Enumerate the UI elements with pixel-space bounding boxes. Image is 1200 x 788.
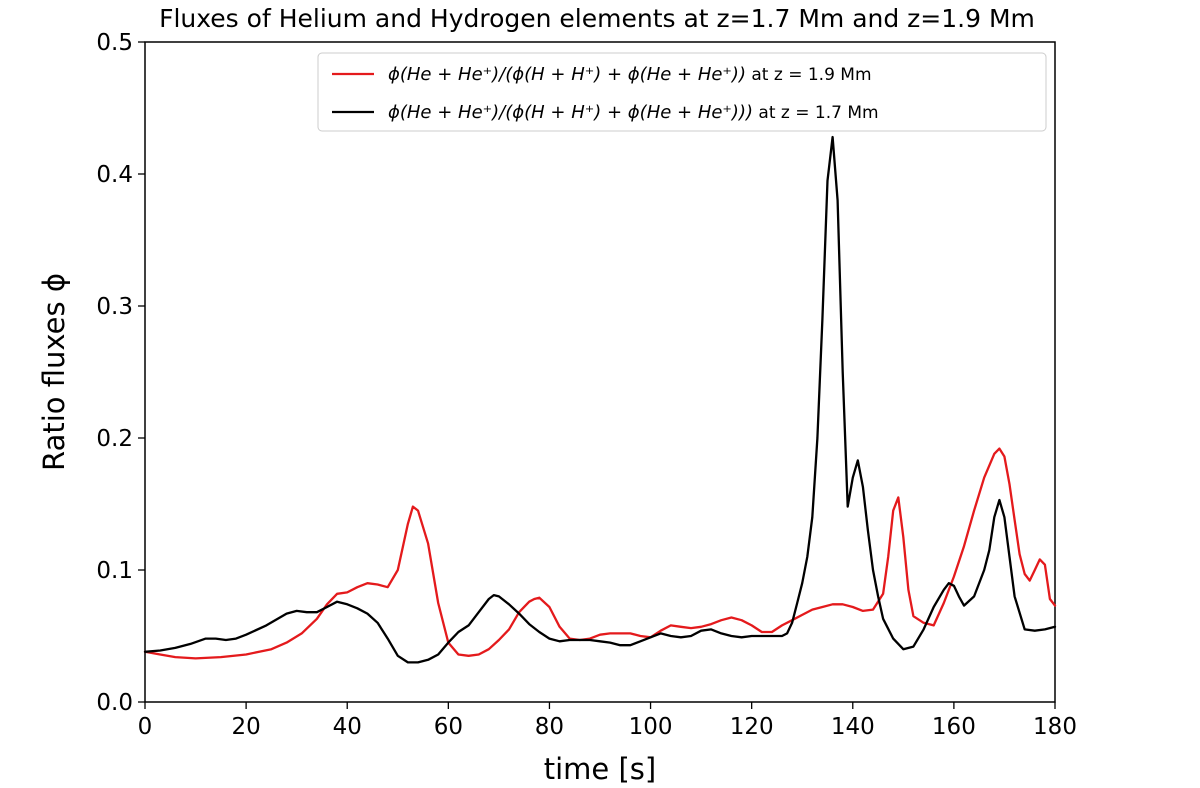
legend-math-1: ϕ(He + He⁺)/(ϕ(H + H⁺) + ϕ(He + He⁺))) xyxy=(388,102,753,123)
x-tick-label: 0 xyxy=(138,714,153,740)
legend-suffix-0: at z = 1.9 Mm xyxy=(746,65,872,85)
series-line-1 xyxy=(143,135,1057,664)
y-tick-label: 0.0 xyxy=(96,690,133,716)
x-tick-label: 140 xyxy=(831,714,875,740)
x-tick-label: 60 xyxy=(434,714,463,740)
x-tick-label: 160 xyxy=(932,714,976,740)
y-tick-label: 0.4 xyxy=(96,162,133,188)
y-axis-ticks: 0.0 0.1 0.2 0.3 0.4 0.5 xyxy=(96,30,145,716)
y-axis-label: Ratio fluxes ϕ xyxy=(37,273,71,471)
y-tick-label: 0.1 xyxy=(96,558,133,584)
legend-label-1: ϕ(He + He⁺)/(ϕ(H + H⁺) + ϕ(He + He⁺))) a… xyxy=(388,102,879,123)
legend: ϕ(He + He⁺)/(ϕ(H + H⁺) + ϕ(He + He⁺)) at… xyxy=(317,52,1047,132)
y-tick-label: 0.3 xyxy=(96,294,133,320)
plot-area xyxy=(144,41,1056,703)
x-axis-label: time [s] xyxy=(544,752,656,786)
x-tick-label: 80 xyxy=(535,714,564,740)
x-tick-label: 100 xyxy=(629,714,673,740)
x-tick-label: 40 xyxy=(333,714,362,740)
series-line-0 xyxy=(143,447,1057,660)
legend-frame xyxy=(317,52,1047,132)
x-tick-label: 20 xyxy=(231,714,260,740)
x-axis-ticks: 0 20 40 60 80 100 120 140 160 180 xyxy=(138,702,1077,740)
legend-suffix-1: at z = 1.7 Mm xyxy=(753,103,879,123)
y-tick-label: 0.5 xyxy=(96,30,133,56)
series-layer xyxy=(143,135,1057,664)
legend-math-0: ϕ(He + He⁺)/(ϕ(H + H⁺) + ϕ(He + He⁺)) xyxy=(388,64,746,85)
legend-label-0: ϕ(He + He⁺)/(ϕ(H + H⁺) + ϕ(He + He⁺)) at… xyxy=(388,64,872,85)
chart-title: Fluxes of Helium and Hydrogen elements a… xyxy=(159,4,1035,33)
y-tick-label: 0.2 xyxy=(96,426,133,452)
x-tick-label: 180 xyxy=(1033,714,1077,740)
x-tick-label: 120 xyxy=(730,714,774,740)
